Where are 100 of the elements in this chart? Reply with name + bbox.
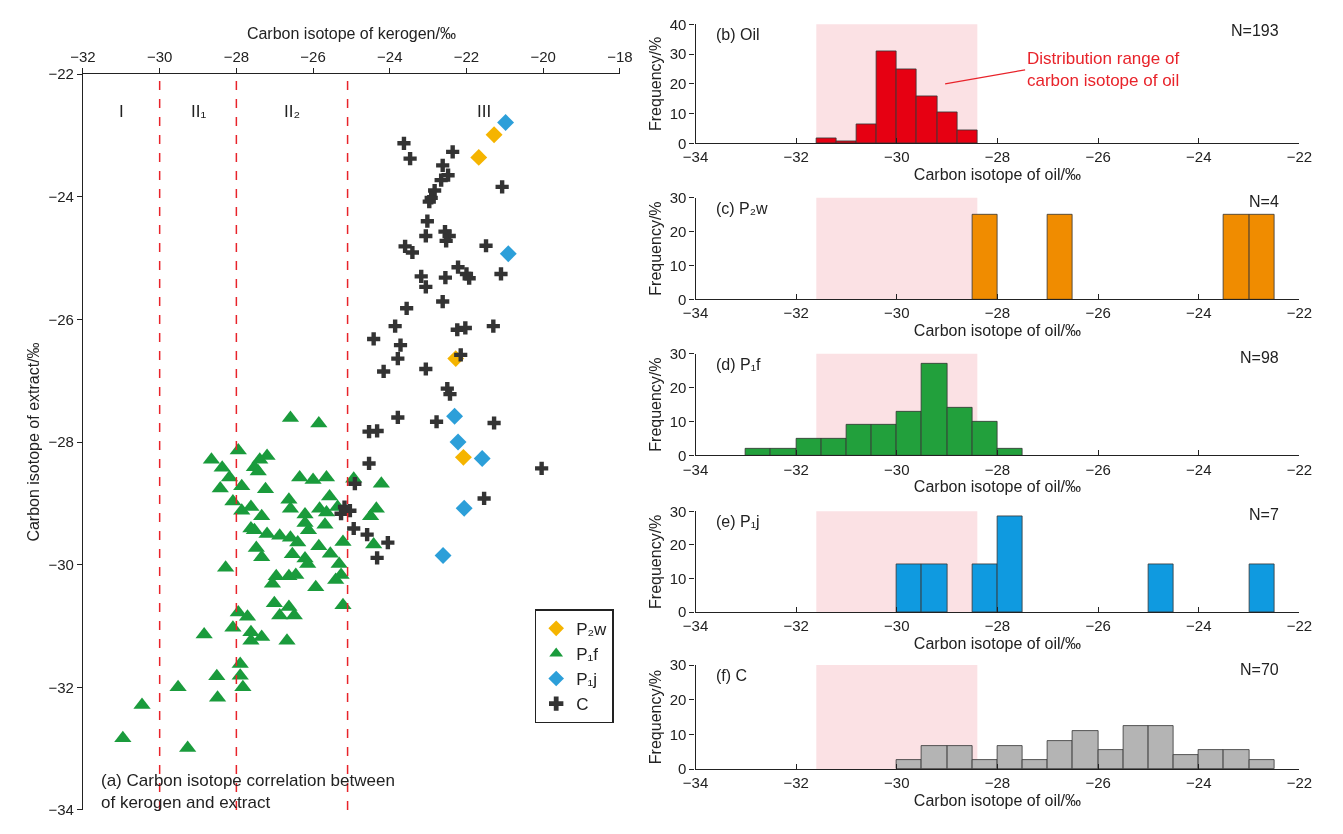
x-tick-label: −18: [607, 47, 633, 65]
x-tick-label: −26: [1085, 460, 1111, 478]
x-tick-label: −30: [884, 148, 910, 166]
legend-label: P₁f: [576, 645, 599, 665]
point: [485, 126, 503, 144]
y-axis-title: Frequency/%: [646, 357, 664, 452]
x-tick-label: −20: [530, 47, 556, 65]
y-tick-label: −22: [48, 65, 74, 83]
text: (a) Carbon isotope correlation between of kerogen and extract: [101, 771, 395, 813]
point: [397, 136, 411, 150]
point: [419, 362, 433, 376]
x-tick-label: −24: [1186, 304, 1212, 322]
point: [470, 148, 488, 166]
x-tick-label: −24: [377, 47, 403, 65]
x-tick-label: −32: [783, 774, 809, 792]
x-tick-label: −24: [1186, 774, 1212, 792]
chart-title: (f) C: [716, 667, 748, 684]
x-tick-label: −26: [300, 47, 326, 65]
y-tick-label: 30: [669, 502, 687, 520]
x-tick-label: −32: [783, 460, 809, 478]
point: [454, 448, 472, 466]
y-tick-label: 40: [669, 15, 687, 33]
point: [419, 280, 433, 294]
y-axis-title: Frequency/%: [646, 669, 664, 765]
y-tick-label: −24: [48, 187, 74, 205]
y-tick-label: 0: [678, 134, 687, 152]
x-tick-label: −32: [783, 304, 809, 322]
point: [393, 338, 408, 352]
point: [454, 348, 468, 362]
y-tick-label: 20: [669, 222, 687, 240]
y-axis-title: Carbon isotope of extract/‰: [25, 342, 43, 542]
point: [434, 547, 452, 564]
point: [400, 301, 414, 315]
annotation: N=98: [1240, 349, 1279, 366]
x-tick-label: −22: [1286, 617, 1313, 635]
chart-title: (d) P₁f: [716, 356, 762, 373]
x-tick-label: −32: [783, 617, 809, 635]
x-axis-title: Carbon isotope of oil/‰: [913, 635, 1082, 653]
point: [370, 551, 384, 565]
annotation: Distribution range of carbon isotope of oil: [1027, 49, 1180, 91]
point: [420, 214, 434, 228]
point: [367, 332, 381, 346]
x-tick-label: −24: [1186, 617, 1212, 635]
chart-title: (e) P₁j: [716, 513, 760, 530]
y-tick-label: 10: [669, 412, 687, 430]
x-tick-label: −22: [1286, 148, 1313, 166]
x-tick-label: −30: [884, 617, 910, 635]
x-tick-label: −24: [1186, 148, 1212, 166]
annotation: II₁: [191, 102, 207, 121]
x-tick-label: −30: [146, 47, 173, 65]
x-tick-label: −22: [453, 47, 480, 65]
x-tick-label: −30: [884, 304, 910, 322]
x-tick-label: −28: [984, 148, 1011, 166]
y-axis-title: Frequency/%: [646, 201, 664, 296]
x-tick-label: −32: [783, 148, 809, 166]
x-tick-label: −30: [884, 774, 910, 792]
point: [348, 477, 362, 491]
legend-label: C: [576, 695, 589, 715]
point: [479, 239, 493, 253]
y-tick-label: −34: [48, 801, 74, 819]
y-tick-label: 0: [678, 603, 687, 621]
x-tick-label: −32: [70, 47, 96, 65]
annotation: N=193: [1231, 22, 1279, 39]
legend-label: P₁j: [576, 670, 598, 690]
x-tick-label: −26: [1085, 617, 1111, 635]
y-tick-label: −32: [48, 678, 74, 696]
point: [405, 245, 419, 260]
point: [436, 294, 450, 309]
chart-title: (c) P₂w: [716, 200, 768, 217]
point: [446, 407, 464, 425]
point: [434, 173, 448, 187]
y-tick-label: 0: [678, 290, 687, 308]
y-tick-label: 0: [678, 760, 687, 778]
point: [360, 528, 374, 542]
point: [429, 415, 444, 429]
x-tick-label: −22: [1286, 460, 1313, 478]
point: [487, 416, 501, 430]
y-tick-label: 0: [678, 446, 687, 464]
x-tick-label: −28: [984, 774, 1011, 792]
point: [388, 319, 402, 333]
y-tick-label: 20: [669, 75, 687, 93]
point: [403, 152, 417, 166]
chart-title: (b) Oil: [716, 26, 760, 43]
y-tick-label: −28: [48, 433, 74, 451]
point: [362, 456, 376, 471]
point: [499, 245, 517, 263]
point: [398, 239, 412, 253]
point: [477, 491, 491, 506]
x-tick-label: −26: [1085, 304, 1111, 322]
x-tick-label: −26: [1085, 148, 1111, 166]
x-tick-label: −22: [1286, 774, 1313, 792]
x-tick-label: −28: [984, 304, 1011, 322]
y-tick-label: 20: [669, 690, 687, 708]
annotation: N=70: [1240, 661, 1279, 678]
y-tick-label: 30: [669, 188, 687, 206]
point: [497, 114, 515, 131]
y-axis-title: Frequency/%: [646, 36, 664, 131]
y-axis-title: Frequency/%: [646, 514, 664, 609]
point: [414, 269, 428, 284]
x-tick-label: −28: [984, 460, 1011, 478]
